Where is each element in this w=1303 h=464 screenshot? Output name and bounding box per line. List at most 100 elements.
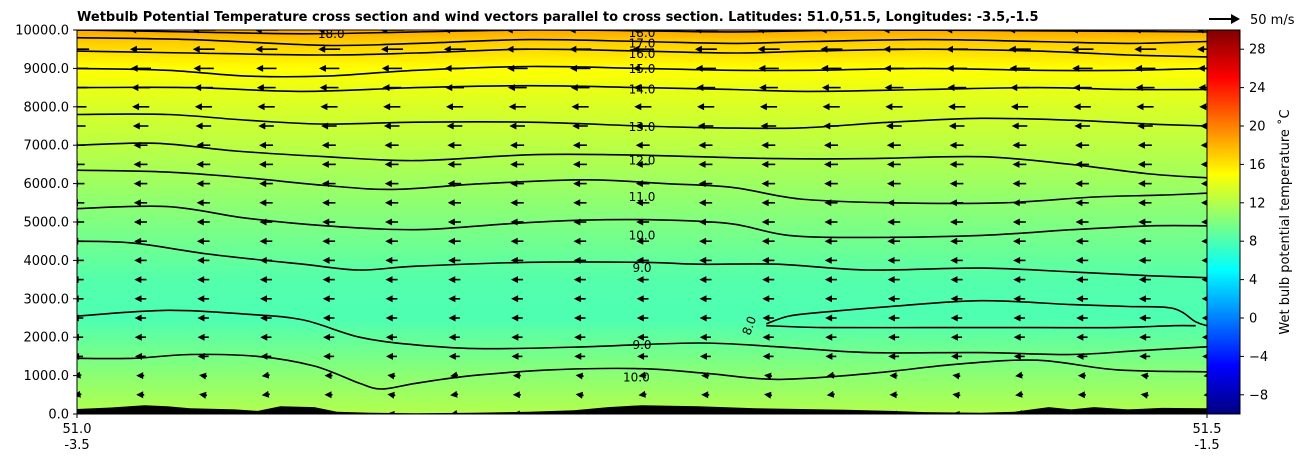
wind-arrow	[383, 103, 401, 111]
wind-arrow	[510, 237, 524, 245]
chart-title: Wetbulb Potential Temperature cross sect…	[77, 10, 1039, 25]
colorbar-tick-label: 20	[1249, 120, 1266, 135]
wind-arrow	[260, 314, 272, 322]
wind-arrow	[694, 45, 717, 53]
wind-arrow	[759, 103, 778, 111]
wind-arrow	[134, 295, 147, 303]
wind-arrow	[572, 122, 588, 130]
wind-arrow	[511, 333, 523, 341]
wind-arrow	[259, 237, 273, 245]
wind-arrow	[1075, 199, 1089, 207]
wind-arrow	[949, 199, 964, 207]
wind-arrow	[385, 333, 398, 341]
colorbar: −8 −4 0 4 8 12 16 20 24 28 Wet bulb potential tem…	[1206, 29, 1293, 415]
wind-arrow	[635, 141, 650, 149]
wind-arrow	[196, 218, 210, 226]
wind-arrow	[950, 333, 963, 341]
wind-arrow	[256, 64, 277, 72]
wind-arrow	[761, 180, 776, 188]
colorbar-tick-label: −4	[1249, 350, 1268, 365]
y-tick-label: 0.0	[48, 408, 69, 423]
wind-arrow	[1013, 295, 1026, 303]
wind-arrow	[259, 295, 272, 303]
wind-arrow	[77, 352, 83, 360]
wind-arrow	[197, 333, 209, 341]
wind-arrow	[1071, 45, 1094, 53]
wind-arrow	[886, 122, 902, 130]
wind-arrow	[1139, 352, 1151, 360]
wind-arrow	[129, 45, 152, 53]
wind-arrow	[1199, 103, 1207, 111]
wind-arrow	[510, 160, 525, 168]
colorbar-tick-label: 28	[1249, 43, 1266, 58]
wind-arrow	[385, 218, 399, 226]
wind-arrow	[573, 295, 586, 303]
wind-arrow	[1008, 45, 1031, 53]
wind-arrow	[1201, 315, 1207, 321]
wind-arrow	[950, 276, 963, 284]
wind-arrow	[825, 333, 837, 341]
wind-arrow	[1200, 142, 1207, 149]
wind-arrow	[260, 333, 272, 341]
wind-arrow	[511, 314, 523, 322]
wind-arrow	[632, 64, 654, 72]
wind-arrow	[756, 30, 781, 34]
wind-arrow	[132, 122, 149, 130]
wind-arrow	[632, 45, 655, 53]
wind-arrow	[947, 84, 967, 92]
wind-arrow	[1135, 84, 1155, 92]
wind-arrow	[573, 180, 587, 188]
wind-arrow	[193, 64, 214, 72]
wind-arrow	[1075, 256, 1089, 264]
wind-arrow	[882, 30, 907, 34]
wind-arrow	[570, 84, 590, 92]
wind-arrow	[77, 106, 87, 108]
wind-arrow	[573, 276, 586, 284]
wind-arrow	[699, 314, 712, 322]
quiver-key-label: 50 m/s	[1250, 13, 1295, 28]
wind-arrow	[1075, 180, 1089, 188]
wind-arrow	[1200, 180, 1207, 187]
wind-arrow	[387, 391, 396, 399]
wind-arrow	[318, 45, 341, 53]
wind-arrow	[254, 30, 279, 34]
wind-arrow	[1077, 372, 1086, 380]
wind-arrow	[1075, 237, 1089, 245]
wind-arrow	[384, 141, 399, 149]
wind-arrow	[572, 141, 587, 149]
wind-arrow	[1138, 237, 1152, 245]
wind-arrow	[699, 276, 712, 284]
wind-arrow	[637, 352, 648, 360]
wind-arrow	[1015, 390, 1024, 398]
wind-arrow	[509, 122, 525, 130]
wind-arrow	[1076, 352, 1088, 360]
contour-line	[766, 299, 1207, 327]
wind-arrow	[255, 45, 278, 53]
wind-arrow	[574, 333, 586, 341]
wind-arrow	[450, 371, 459, 379]
contour-label: 9.0	[632, 261, 651, 275]
wind-arrow	[1012, 160, 1027, 168]
wind-arrow	[826, 390, 835, 398]
wind-arrow	[634, 122, 651, 130]
wind-arrow	[447, 160, 462, 168]
wind-arrow	[824, 256, 838, 264]
wind-arrow	[1137, 141, 1152, 149]
contour-line	[77, 142, 1207, 179]
wind-arrow	[259, 276, 272, 284]
wind-arrow	[949, 180, 964, 188]
wind-arrow	[320, 103, 338, 111]
wind-arrow	[1138, 295, 1151, 303]
wind-arrow	[133, 141, 148, 149]
wind-arrow	[1140, 411, 1149, 414]
wind-arrow	[636, 218, 650, 226]
wind-arrow	[1010, 103, 1029, 111]
wind-arrow	[512, 410, 521, 414]
wind-arrow	[385, 352, 397, 360]
wind-arrow	[507, 84, 527, 92]
wind-arrow	[1076, 333, 1088, 341]
wind-arrow	[197, 295, 210, 303]
wind-arrow	[133, 199, 148, 207]
wind-arrow	[1140, 372, 1149, 380]
wind-arrow	[699, 333, 711, 341]
